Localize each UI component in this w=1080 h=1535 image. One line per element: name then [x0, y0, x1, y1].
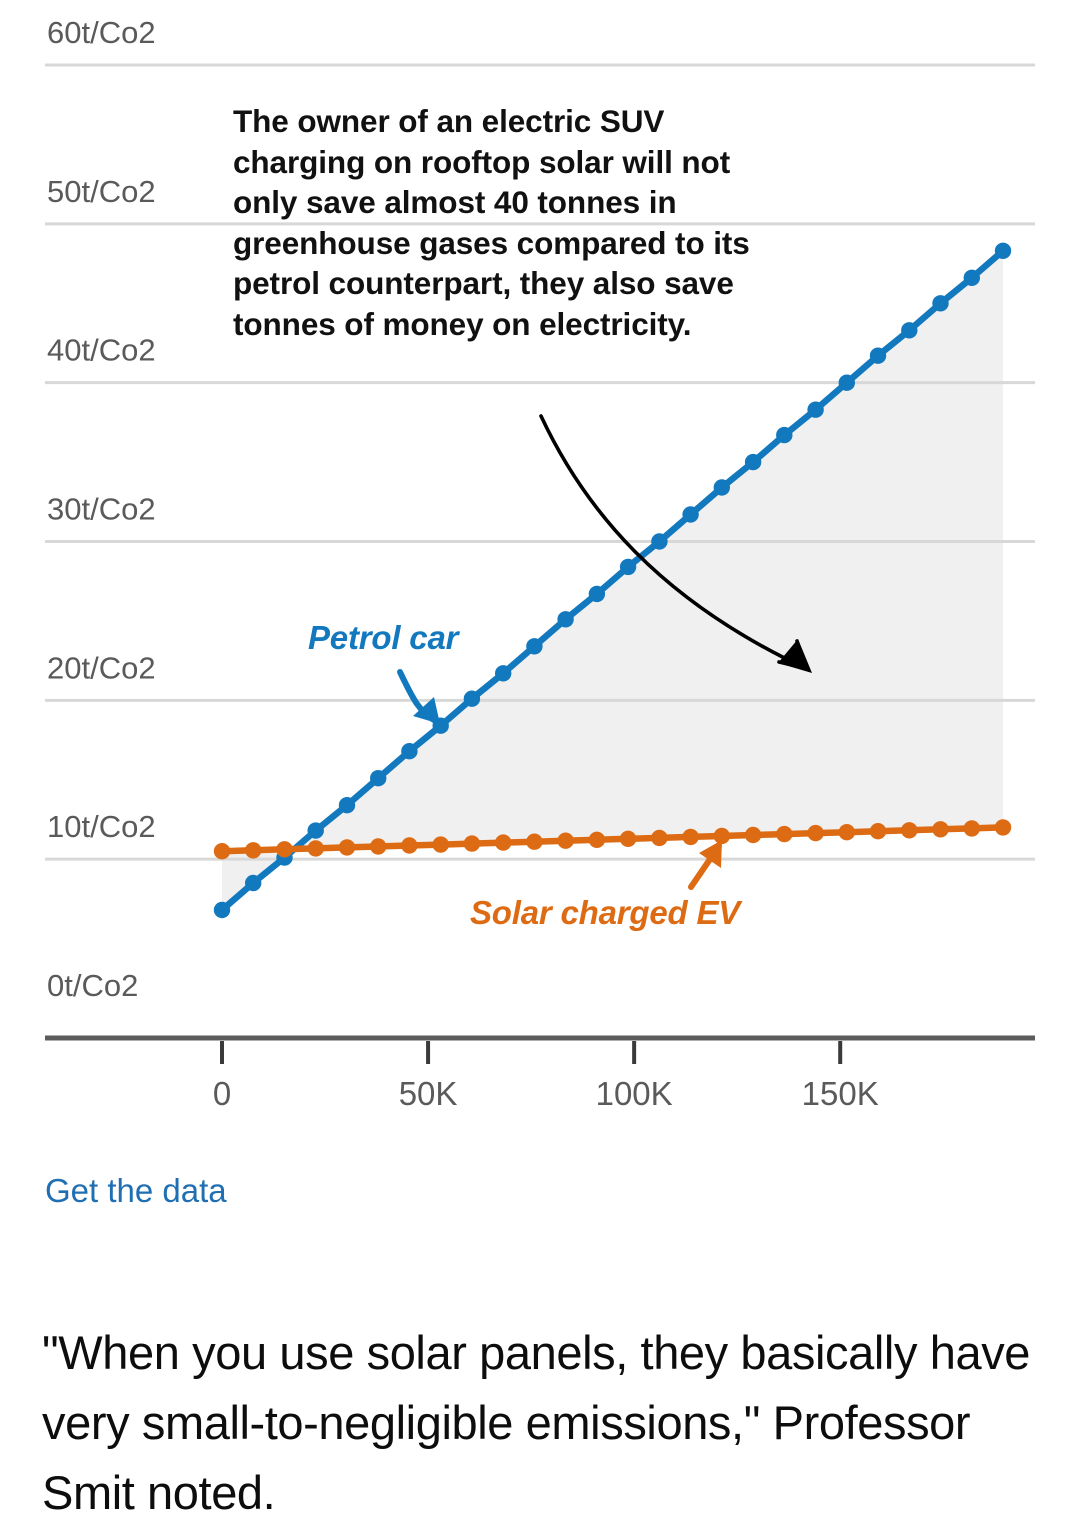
- data-point-marker: [619, 830, 637, 847]
- data-point-marker: [776, 426, 793, 444]
- data-point-marker: [401, 837, 418, 854]
- x-axis-tick-label: 150K: [802, 1075, 879, 1112]
- y-axis-tick-labels: 0t/Co2 10t/Co2 20t/Co2 30t/Co2 40t/Co2 50t/Co…: [47, 15, 156, 1003]
- series-petrol-car: [213, 242, 1012, 919]
- data-point-marker: [651, 829, 668, 847]
- data-point-marker: [213, 901, 231, 919]
- data-point-marker: [495, 665, 512, 682]
- data-point-marker: [776, 825, 793, 843]
- data-point-marker: [307, 822, 324, 839]
- data-point-marker: [463, 835, 481, 852]
- data-point-marker: [557, 832, 574, 849]
- solar-charged-ev-series-label: Solar charged EV: [470, 894, 741, 931]
- data-point-marker: [245, 874, 262, 892]
- data-point-marker: [838, 374, 855, 391]
- data-point-marker: [370, 770, 387, 787]
- petrol-car-series-label: Petrol car: [308, 619, 459, 656]
- x-axis-tick-label: 50K: [399, 1075, 458, 1112]
- data-point-marker: [994, 242, 1012, 259]
- y-axis-tick-label: 50t/Co2: [47, 174, 156, 209]
- gridlines: [45, 63, 1035, 861]
- solar-ev-pointer-arrow: [688, 840, 722, 890]
- data-point-marker: [401, 743, 418, 760]
- data-point-marker: [463, 690, 481, 707]
- y-axis-tick-label: 30t/Co2: [47, 492, 156, 527]
- data-point-marker: [682, 506, 699, 523]
- get-the-data-link[interactable]: Get the data: [45, 1172, 227, 1209]
- y-axis-tick-label: 40t/Co2: [47, 333, 156, 368]
- data-point-marker: [307, 840, 324, 857]
- data-point-marker: [963, 269, 980, 286]
- data-point-marker: [276, 841, 293, 858]
- data-point-marker: [213, 843, 231, 860]
- data-point-marker: [713, 479, 730, 496]
- data-point-marker: [807, 401, 824, 418]
- data-point-marker: [588, 585, 606, 603]
- x-axis-tick-label: 0: [213, 1075, 231, 1112]
- data-point-marker: [994, 819, 1012, 836]
- x-axis-tick-label: 100K: [596, 1075, 673, 1112]
- y-axis-tick-label: 20t/Co2: [47, 650, 156, 685]
- data-point-marker: [432, 836, 449, 853]
- data-point-marker: [557, 611, 574, 628]
- data-point-marker: [838, 824, 855, 841]
- data-series-layer: [213, 242, 1012, 919]
- series-solar-charged-ev: [213, 819, 1012, 860]
- data-point-marker: [495, 834, 512, 851]
- data-point-marker: [869, 823, 887, 840]
- data-point-marker: [682, 828, 699, 846]
- data-point-marker: [245, 842, 262, 859]
- data-point-marker: [963, 820, 980, 837]
- petrol-car-pointer-arrow: [397, 669, 440, 725]
- data-point-marker: [744, 453, 762, 471]
- data-point-marker: [869, 347, 887, 364]
- data-point-marker: [901, 322, 918, 339]
- data-point-marker: [651, 533, 668, 550]
- data-point-marker: [619, 558, 637, 576]
- chart-callout-text: The owner of an electric SUV charging on…: [233, 103, 750, 342]
- y-axis-tick-label: 60t/Co2: [47, 15, 156, 50]
- data-point-marker: [526, 833, 543, 850]
- data-point-marker: [370, 838, 387, 855]
- data-point-marker: [338, 839, 356, 856]
- article-quote-text: "When you use solar panels, they basical…: [42, 1326, 1031, 1519]
- data-point-marker: [901, 822, 918, 839]
- data-point-marker: [526, 638, 543, 655]
- x-axis-tick-labels: 0 50K 100K 150K: [213, 1075, 879, 1112]
- data-point-marker: [338, 797, 356, 814]
- data-point-marker: [932, 821, 949, 838]
- data-point-marker: [588, 831, 606, 848]
- data-point-marker: [807, 824, 824, 842]
- y-axis-tick-label: 10t/Co2: [47, 809, 156, 844]
- data-point-marker: [932, 295, 949, 312]
- data-point-marker: [713, 827, 730, 845]
- data-point-marker: [744, 826, 762, 844]
- x-axis-tickmarks: [220, 1041, 843, 1064]
- y-axis-tick-label: 0t/Co2: [47, 968, 138, 1003]
- callout-curved-arrow: [539, 414, 812, 673]
